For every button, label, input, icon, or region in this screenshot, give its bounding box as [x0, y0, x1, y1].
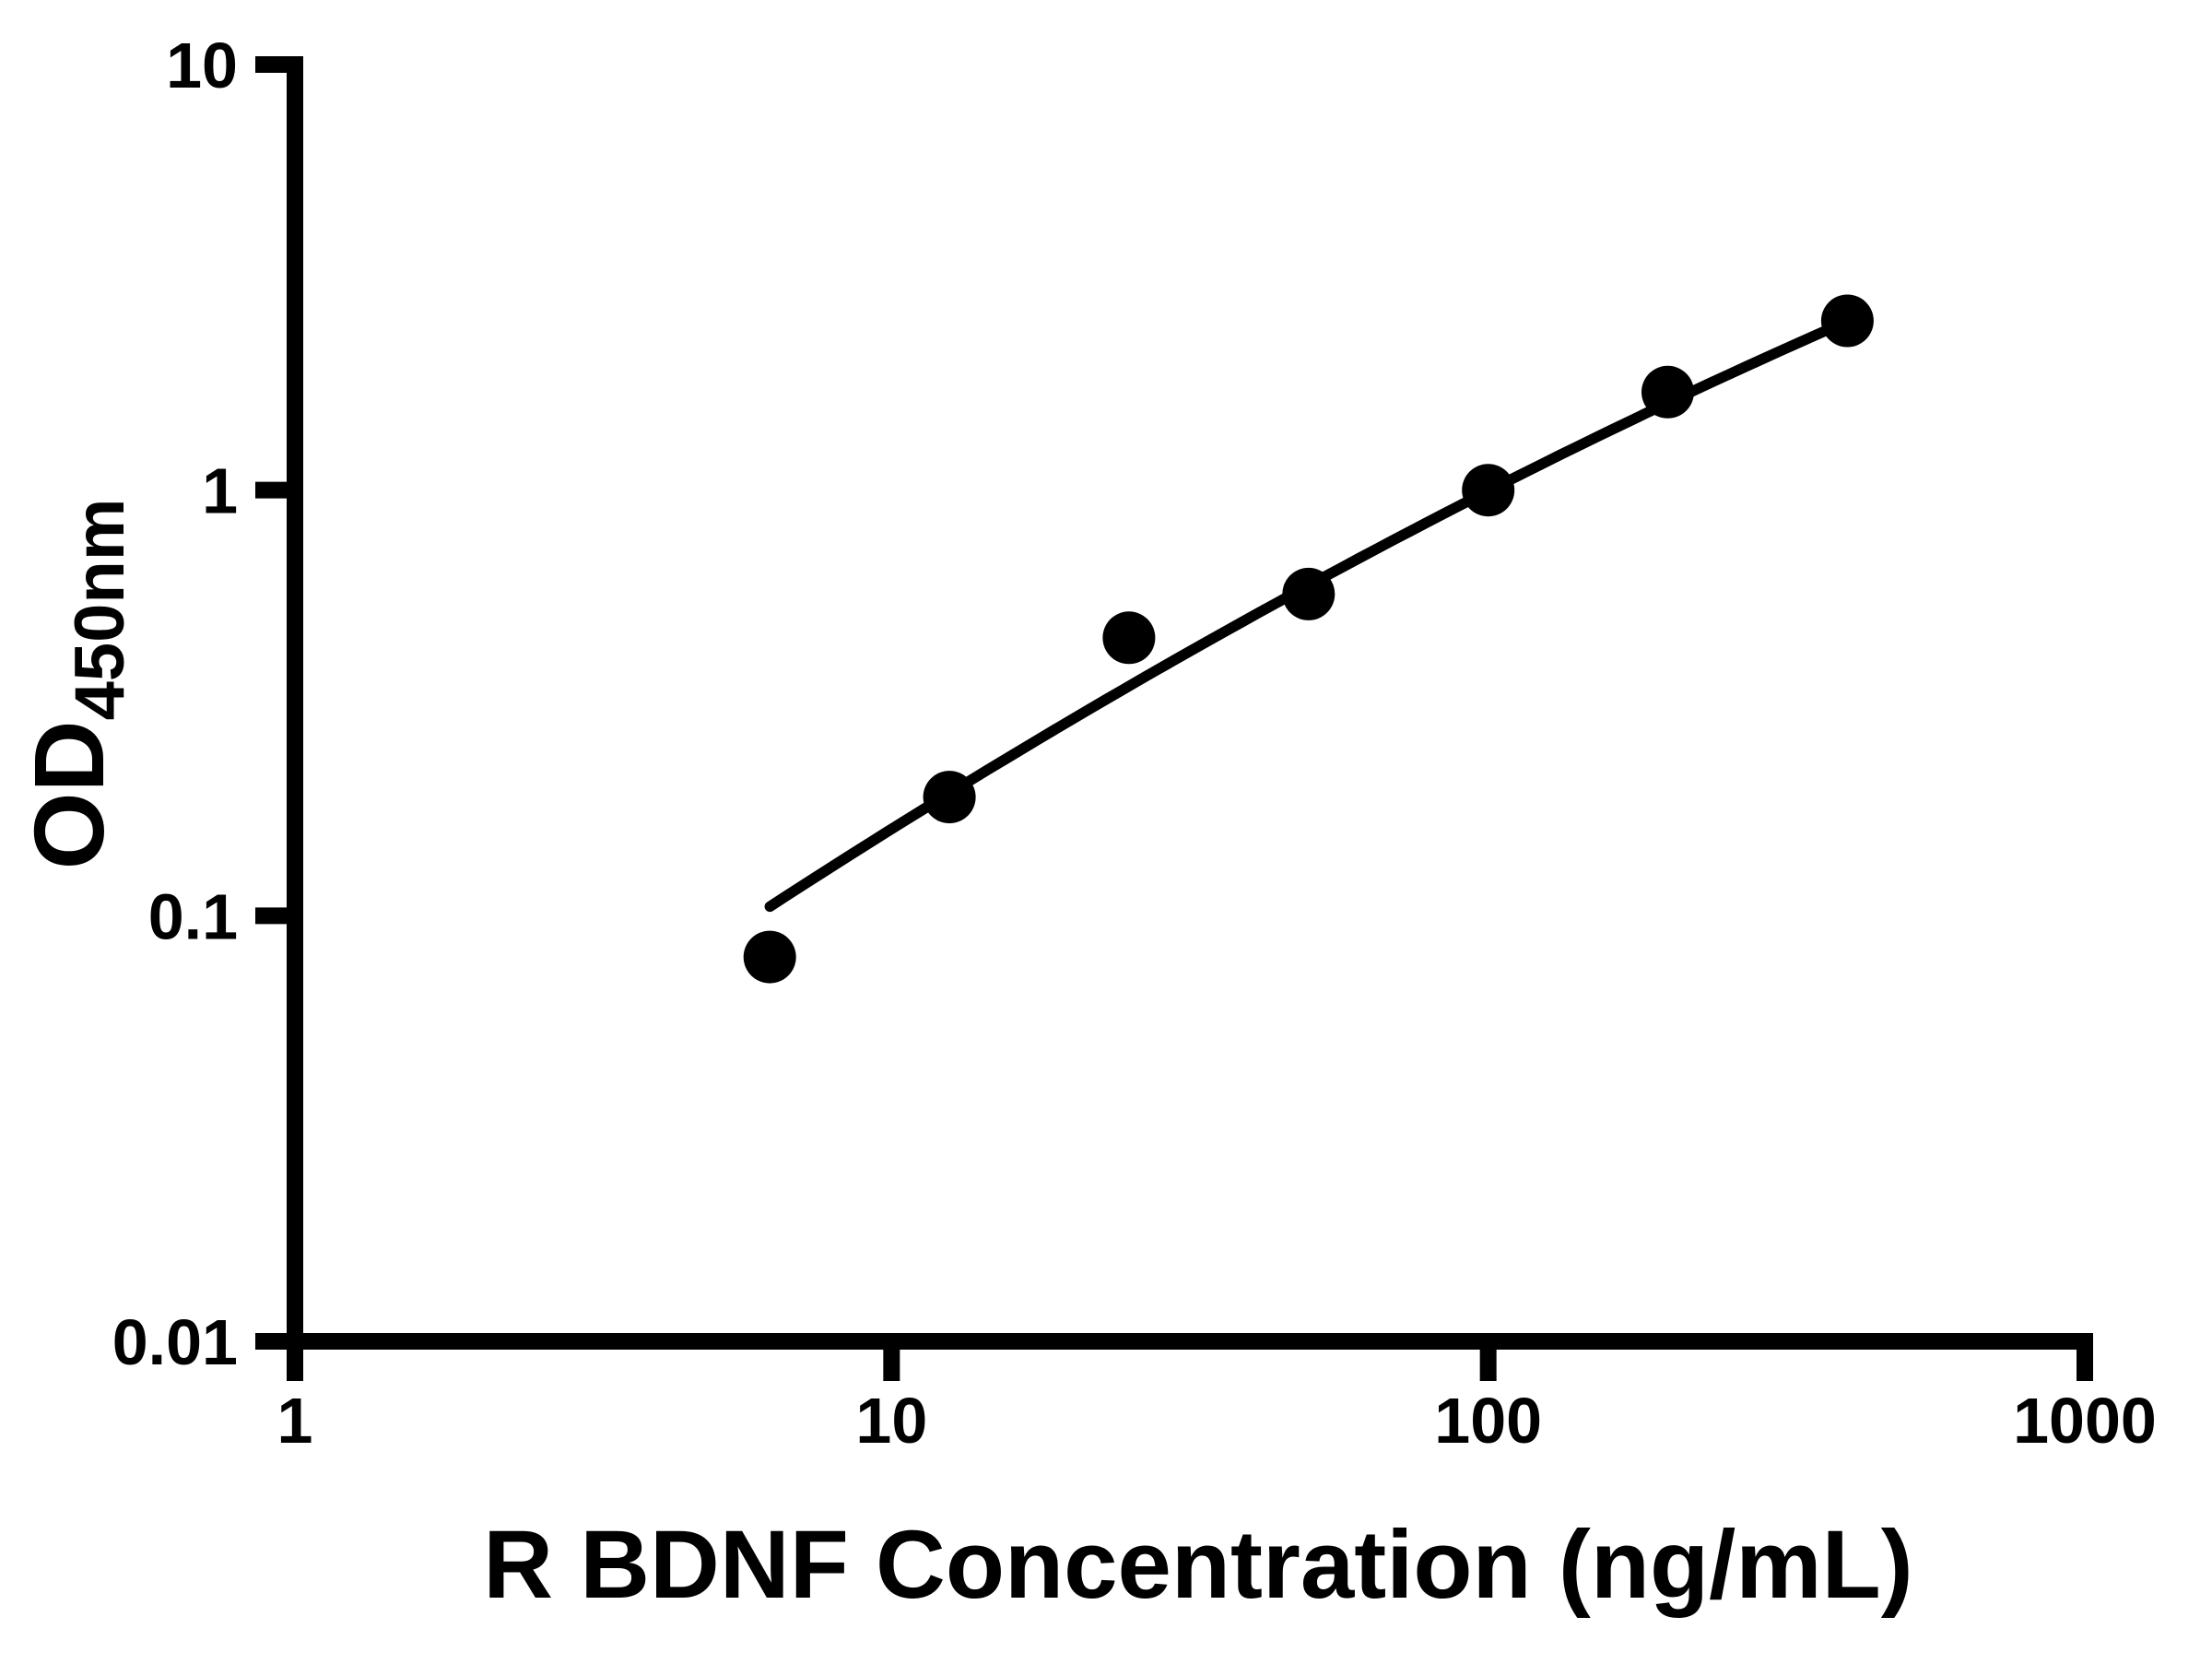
x-tick-label: 1000 — [2013, 1385, 2157, 1457]
x-tick-label: 10 — [855, 1385, 927, 1457]
data-point — [1462, 464, 1515, 517]
series-layer — [743, 294, 1874, 984]
y-tick-label: 10 — [166, 30, 238, 101]
data-point — [923, 771, 976, 824]
data-point — [1102, 611, 1156, 665]
y-axis-title-main: OD — [13, 720, 124, 869]
y-tick-label: 0.01 — [112, 1306, 238, 1378]
data-point — [1282, 567, 1335, 620]
x-tick-label: 100 — [1434, 1385, 1542, 1457]
tick-label-layer: 10 1 0.1 0.01 1 10 100 1000 — [112, 30, 2157, 1457]
y-tick-label: 1 — [202, 455, 238, 527]
axes-layer — [255, 56, 2093, 1381]
data-point — [743, 930, 796, 984]
data-point — [1820, 294, 1874, 348]
y-axis-title-subscript: 450nm — [61, 499, 139, 721]
x-axis-title: R BDNF Concentration (ng/mL) — [483, 1511, 1913, 1619]
data-point — [1641, 365, 1694, 419]
y-axis-title: OD450nm — [13, 499, 139, 870]
x-tick-label: 1 — [277, 1385, 313, 1457]
y-tick-label: 0.1 — [148, 880, 238, 952]
